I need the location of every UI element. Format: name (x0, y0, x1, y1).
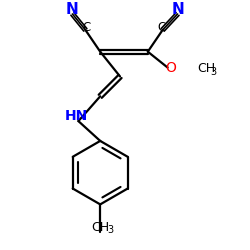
Text: N: N (66, 2, 79, 16)
Text: CH: CH (91, 221, 109, 234)
Text: C: C (82, 22, 90, 35)
Text: CH: CH (198, 62, 216, 75)
Text: 3: 3 (210, 66, 216, 76)
Text: HN: HN (65, 109, 88, 123)
Text: O: O (165, 60, 176, 74)
Text: 3: 3 (107, 225, 113, 235)
Text: C: C (158, 22, 166, 35)
Text: N: N (171, 2, 184, 16)
